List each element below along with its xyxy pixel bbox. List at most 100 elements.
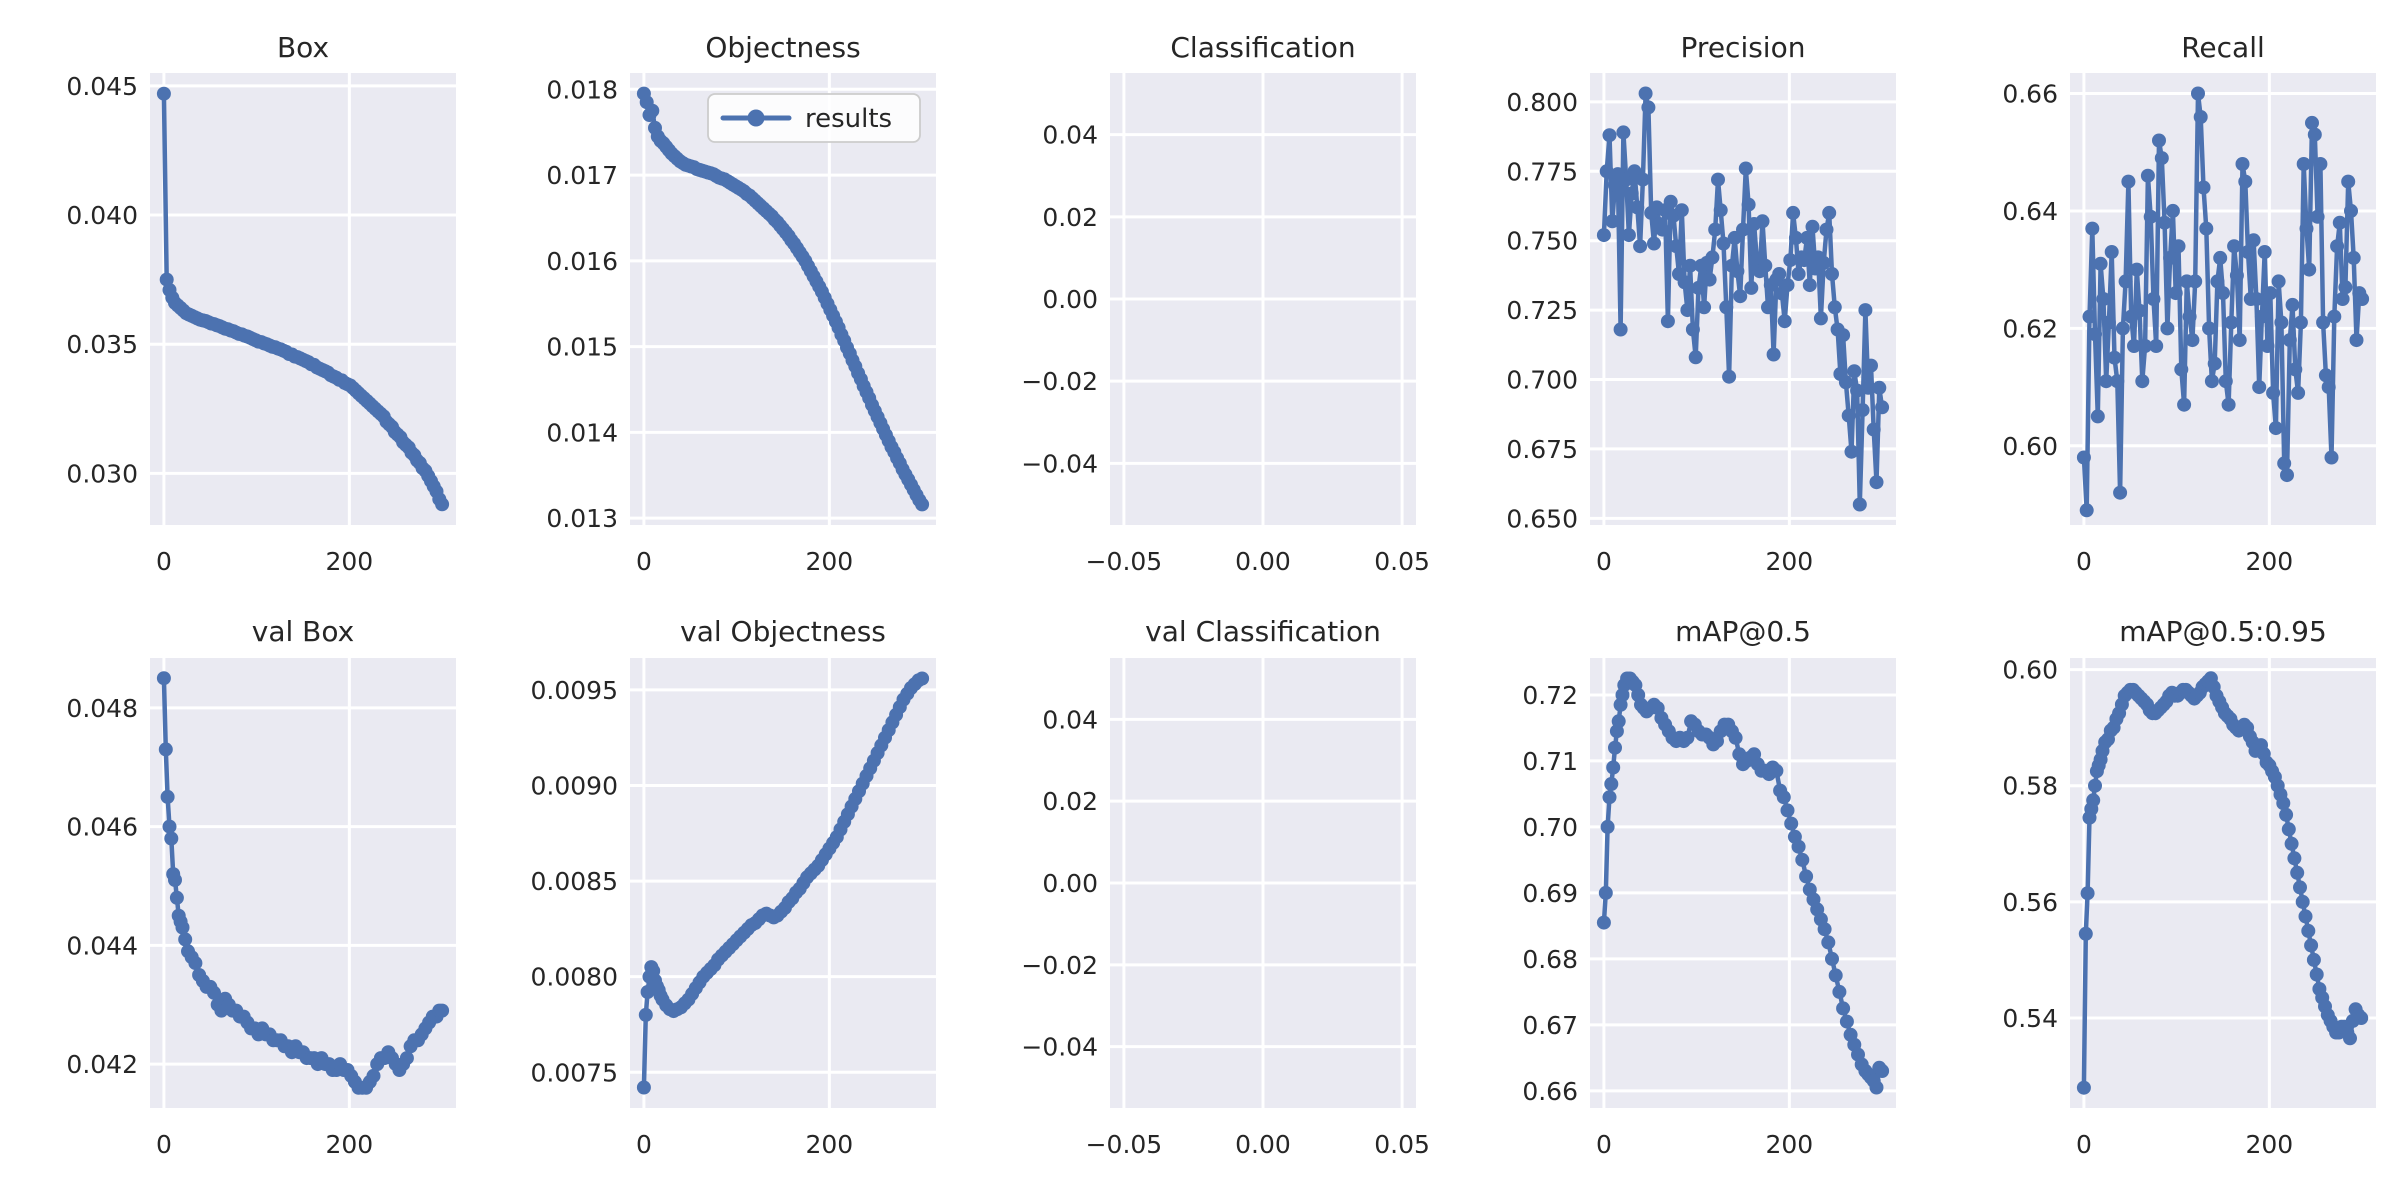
svg-text:−0.04: −0.04 [1021,1033,1098,1062]
svg-text:200: 200 [1766,1130,1814,1159]
svg-text:val Classification: val Classification [1145,615,1381,648]
svg-text:0.046: 0.046 [66,813,138,842]
svg-text:0.05: 0.05 [1374,1130,1430,1159]
svg-text:Recall: Recall [2181,31,2265,64]
svg-text:0.56: 0.56 [2002,888,2058,917]
val-classification-chart-canvas: −0.05 0.00 0.05 0.04 0.02 0.00 −0.02 −0.04 val C… [1021,615,1430,1159]
svg-text:0.017: 0.017 [546,161,618,190]
svg-text:0.66: 0.66 [2002,80,2058,109]
svg-text:0.02: 0.02 [1042,787,1098,816]
svg-text:0.035: 0.035 [66,330,138,359]
objectness-chart-canvas: 0 200 0.018 0.017 0.016 0.015 0.014 0.013 Object… [546,31,936,576]
svg-text:0.040: 0.040 [66,201,138,230]
svg-text:0.800: 0.800 [1506,88,1578,117]
svg-text:0.750: 0.750 [1506,227,1578,256]
svg-text:0.72: 0.72 [1522,681,1578,710]
svg-text:0.54: 0.54 [2002,1004,2058,1033]
svg-text:0.016: 0.016 [546,247,618,276]
svg-text:200: 200 [326,547,374,576]
svg-text:0.02: 0.02 [1042,203,1098,232]
svg-text:0: 0 [156,547,172,576]
svg-text:0.69: 0.69 [1522,879,1578,908]
val-box-chart-canvas: 0 200 0.048 0.046 0.044 0.042 val Box [66,615,456,1159]
svg-text:0.0075: 0.0075 [531,1058,618,1087]
svg-text:mAP@0.5:0.95: mAP@0.5:0.95 [2119,615,2327,648]
svg-text:200: 200 [2246,1130,2294,1159]
precision-chart-canvas: 0 200 0.800 0.775 0.750 0.725 0.700 0.675 0.650 P… [1506,31,1896,576]
svg-text:Objectness: Objectness [705,31,860,64]
svg-text:0.0080: 0.0080 [531,963,618,992]
svg-text:0.60: 0.60 [2002,432,2058,461]
classification-chart-canvas: −0.05 0.00 0.05 0.04 0.02 0.00 −0.02 −0.04 Class… [1021,31,1430,576]
svg-text:val Objectness: val Objectness [680,615,886,648]
svg-text:0: 0 [2076,1130,2092,1159]
svg-text:0.71: 0.71 [1522,747,1578,776]
subplot-recall: 0 200 0.66 0.64 0.62 0.60 Recall [1920,0,2400,600]
svg-text:0.62: 0.62 [2002,314,2058,343]
recall-chart-canvas: 0 200 0.66 0.64 0.62 0.60 Recall [2002,31,2376,576]
svg-text:0: 0 [2076,547,2092,576]
svg-text:Precision: Precision [1681,31,1806,64]
svg-text:0.00: 0.00 [1042,869,1098,898]
subplot-val-classification: −0.05 0.00 0.05 0.04 0.02 0.00 −0.02 −0.04 val C… [960,600,1440,1200]
svg-text:mAP@0.5: mAP@0.5 [1675,615,1811,648]
subplot-map50: 0 200 0.72 0.71 0.70 0.69 0.68 0.67 0.66 mAP@0.5 [1440,600,1920,1200]
svg-text:results: results [805,104,892,134]
subplot-classification: −0.05 0.00 0.05 0.04 0.02 0.00 −0.02 −0.04 Class… [960,0,1440,600]
svg-text:−0.05: −0.05 [1086,547,1163,576]
svg-text:0.00: 0.00 [1042,285,1098,314]
subplot-val-objectness: 0 200 0.0095 0.0090 0.0085 0.0080 0.0075 val Ob… [480,600,960,1200]
svg-text:0: 0 [1596,547,1612,576]
svg-text:0.650: 0.650 [1506,504,1578,533]
svg-text:200: 200 [1766,547,1814,576]
svg-text:0.58: 0.58 [2002,772,2058,801]
svg-text:0.042: 0.042 [66,1050,138,1079]
svg-text:0.05: 0.05 [1374,547,1430,576]
svg-text:val Box: val Box [252,615,354,648]
subplot-val-box: 0 200 0.048 0.046 0.044 0.042 val Box [0,600,480,1200]
legend-box: results [707,93,921,143]
svg-text:0.04: 0.04 [1042,705,1098,734]
svg-text:0.775: 0.775 [1506,157,1578,186]
svg-text:0.015: 0.015 [546,333,618,362]
svg-text:0.044: 0.044 [66,931,138,960]
box-chart-canvas: 0 200 0.045 0.040 0.035 0.030 Box [66,31,456,576]
svg-text:0.64: 0.64 [2002,197,2058,226]
svg-text:0.00: 0.00 [1235,547,1291,576]
svg-text:0.045: 0.045 [66,72,138,101]
subplot-objectness: 0 200 0.018 0.017 0.016 0.015 0.014 0.013 Object… [480,0,960,600]
svg-text:0.030: 0.030 [66,459,138,488]
svg-text:0: 0 [636,547,652,576]
svg-text:0.048: 0.048 [66,694,138,723]
svg-text:0.04: 0.04 [1042,121,1098,150]
svg-text:200: 200 [806,1130,854,1159]
svg-text:200: 200 [806,547,854,576]
subplot-box: 0 200 0.045 0.040 0.035 0.030 Box [0,0,480,600]
svg-text:0.013: 0.013 [546,504,618,533]
svg-text:0: 0 [156,1130,172,1159]
subplot-precision: 0 200 0.800 0.775 0.750 0.725 0.700 0.675 0.650 P… [1440,0,1920,600]
svg-text:Classification: Classification [1170,31,1355,64]
svg-text:Box: Box [277,31,329,64]
svg-text:0: 0 [636,1130,652,1159]
val-objectness-chart-canvas: 0 200 0.0095 0.0090 0.0085 0.0080 0.0075 val Ob… [531,615,936,1159]
svg-text:0.70: 0.70 [1522,813,1578,842]
svg-text:0.66: 0.66 [1522,1077,1578,1106]
svg-text:0.0090: 0.0090 [531,772,618,801]
svg-text:0.60: 0.60 [2002,656,2058,685]
svg-text:0.725: 0.725 [1506,296,1578,325]
svg-text:0.700: 0.700 [1506,366,1578,395]
svg-text:0.0095: 0.0095 [531,676,618,705]
svg-text:0.67: 0.67 [1522,1011,1578,1040]
svg-text:0.00: 0.00 [1235,1130,1291,1159]
svg-text:0.018: 0.018 [546,75,618,104]
subplot-map50-95: 0 200 0.60 0.58 0.56 0.54 mAP@0.5:0.95 [1920,600,2400,1200]
svg-text:200: 200 [326,1130,374,1159]
svg-text:200: 200 [2246,547,2294,576]
svg-text:0.68: 0.68 [1522,945,1578,974]
svg-text:0.675: 0.675 [1506,435,1578,464]
svg-text:−0.05: −0.05 [1086,1130,1163,1159]
map50-95-chart-canvas: 0 200 0.60 0.58 0.56 0.54 mAP@0.5:0.95 [2002,615,2376,1159]
svg-text:−0.04: −0.04 [1021,449,1098,478]
